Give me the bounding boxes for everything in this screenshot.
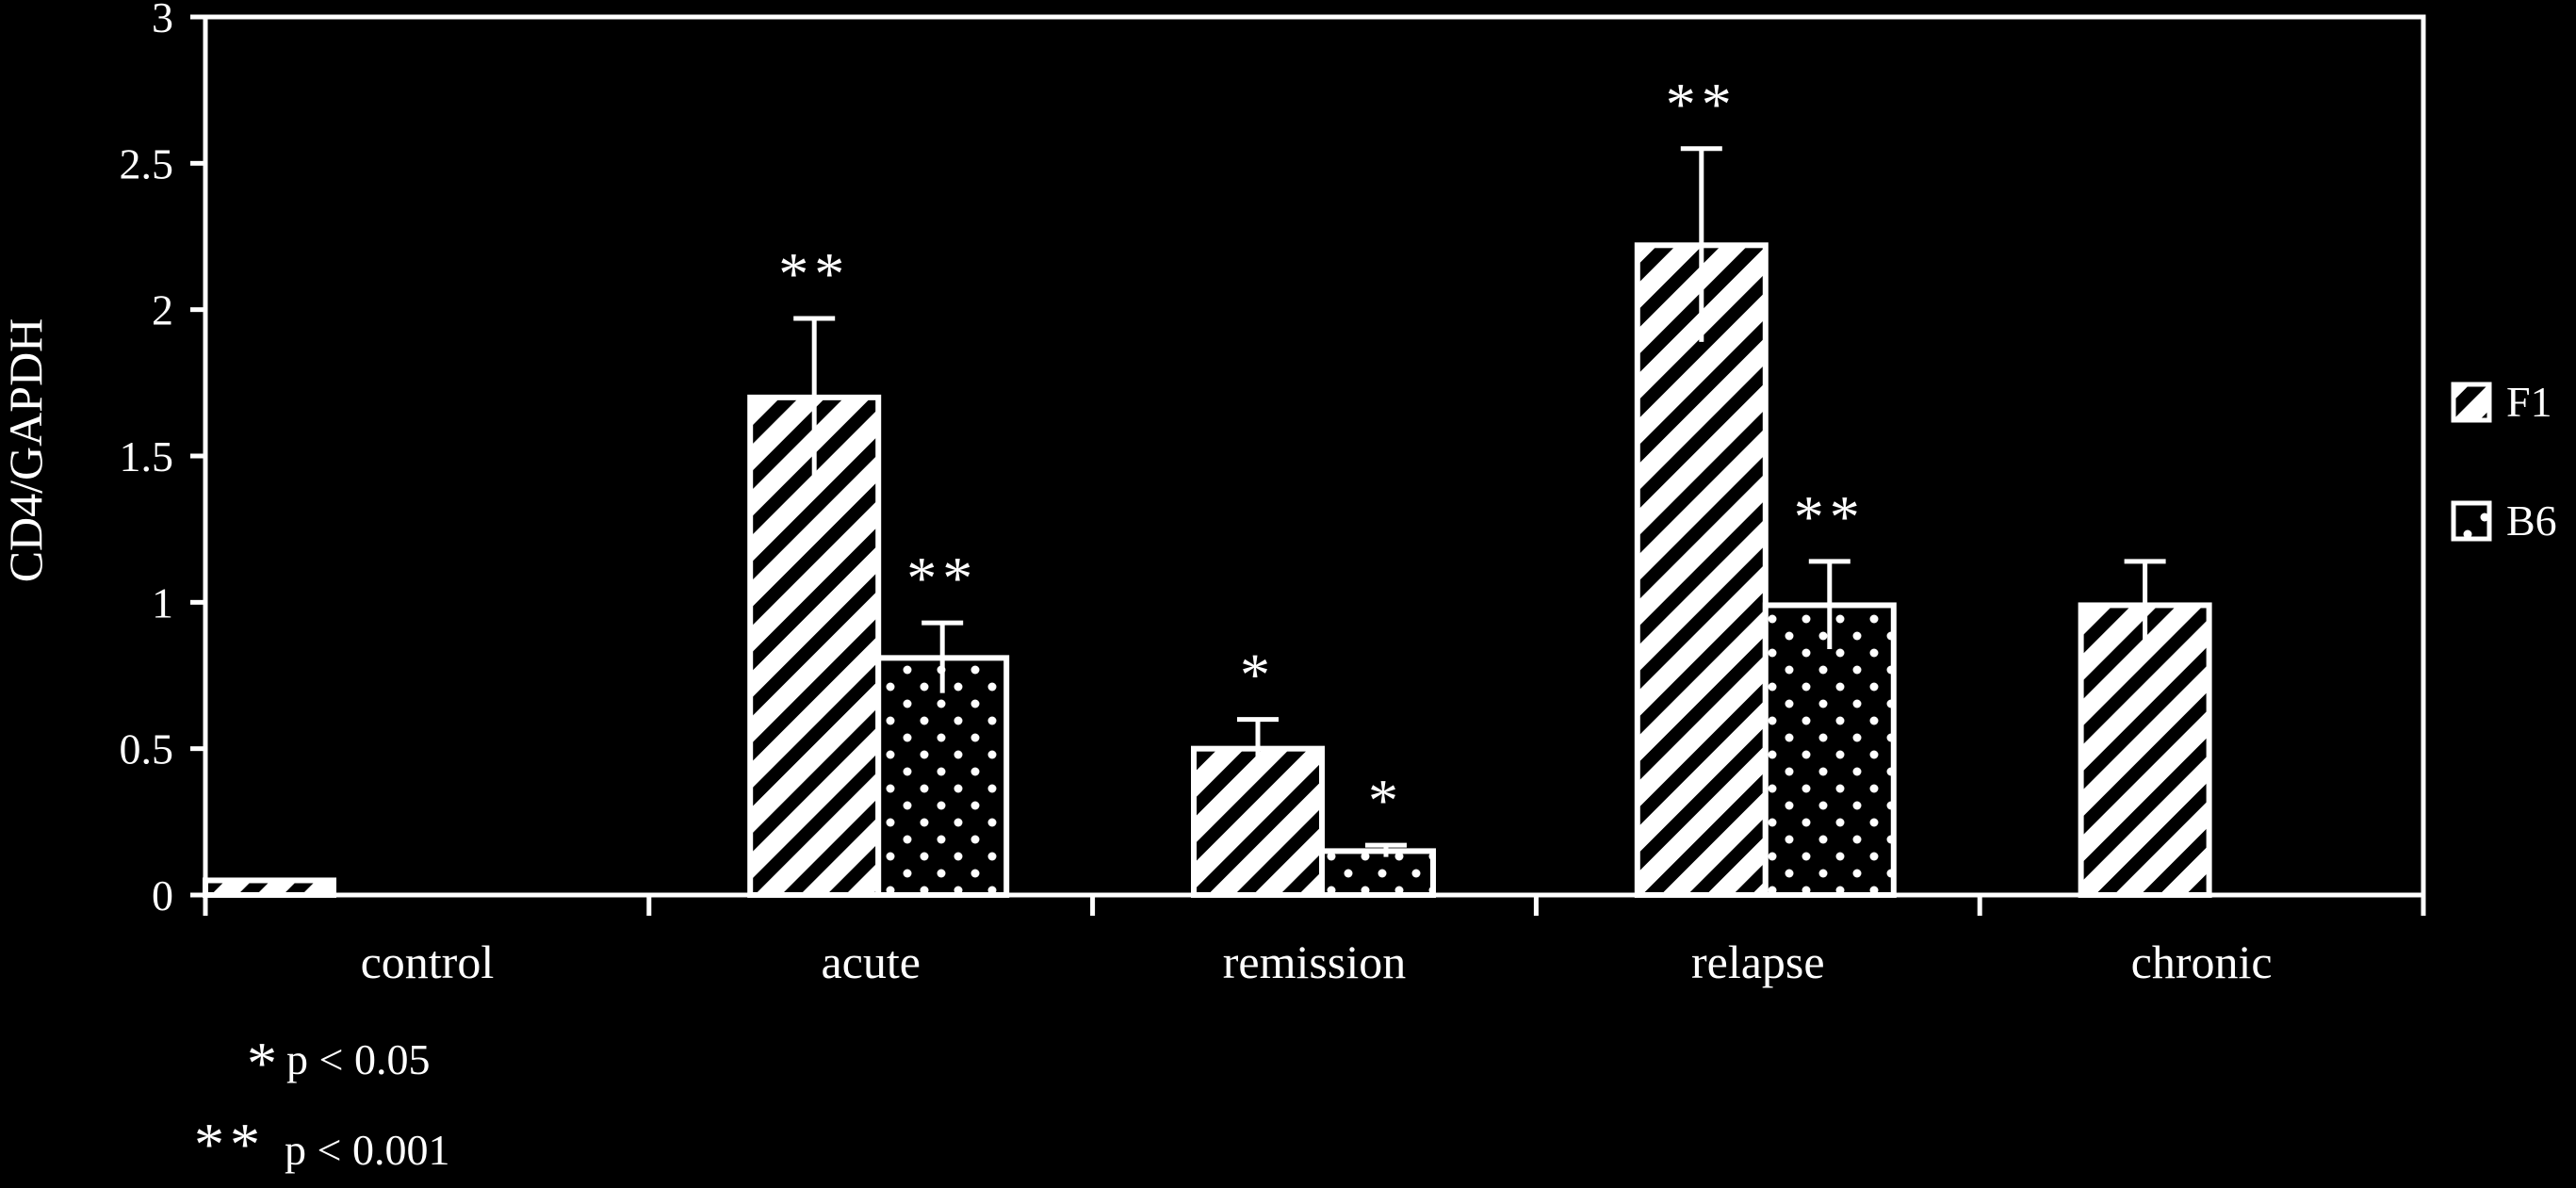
bar-b6 <box>1762 602 1897 898</box>
y-tick-label: 2 <box>152 286 173 334</box>
significance-marker: * <box>1368 767 1404 834</box>
note-text-2: p < 0.001 <box>285 1126 449 1174</box>
significance-marker: ** <box>778 240 850 307</box>
bar-f1 <box>203 877 336 899</box>
y-axis-label: CD4/GAPDH <box>0 318 52 583</box>
y-axis: 0 0.5 1 1.5 2 2.5 3 <box>120 0 205 919</box>
bar-f1 <box>2078 602 2212 898</box>
significance-marker: ** <box>1794 483 1866 550</box>
y-tick-label: 0 <box>152 871 173 919</box>
note-marker-2: ** <box>194 1111 266 1178</box>
x-tick-label: acute <box>821 936 920 988</box>
x-tick-label: remission <box>1223 936 1406 988</box>
bar-b6 <box>875 655 1010 898</box>
y-tick-label: 0.5 <box>120 725 174 773</box>
x-tick-label: chronic <box>2131 936 2273 988</box>
significance-note: * p < 0.05 ** p < 0.001 <box>194 1030 449 1178</box>
significance-marker: * <box>1240 642 1276 708</box>
x-axis: control acute remission relapse chronic <box>203 895 2426 988</box>
y-tick-label: 1.5 <box>120 432 174 480</box>
bars <box>203 242 2212 899</box>
bar-f1 <box>1191 745 1325 899</box>
x-tick-label: control <box>361 936 495 988</box>
legend-label-b6: B6 <box>2506 496 2557 545</box>
bar-f1 <box>1634 242 1769 898</box>
y-tick-label: 2.5 <box>120 139 174 187</box>
significance-marker: ** <box>906 545 978 611</box>
bar-b6 <box>1319 848 1436 899</box>
note-text-1: p < 0.05 <box>286 1035 430 1083</box>
significance-marker: ** <box>1666 71 1737 138</box>
y-tick-label: 3 <box>152 0 173 41</box>
legend-label-f1: F1 <box>2506 378 2552 426</box>
legend-swatch-b6 <box>2451 500 2492 542</box>
error-bars <box>793 146 2166 857</box>
legend: F1 B6 <box>2451 378 2557 545</box>
note-marker-1: * <box>247 1030 283 1097</box>
x-tick-label: relapse <box>1691 936 1825 988</box>
significance-markers: ********** <box>778 71 1866 834</box>
y-tick-label: 1 <box>152 578 173 627</box>
legend-swatch-f1 <box>2451 382 2492 423</box>
